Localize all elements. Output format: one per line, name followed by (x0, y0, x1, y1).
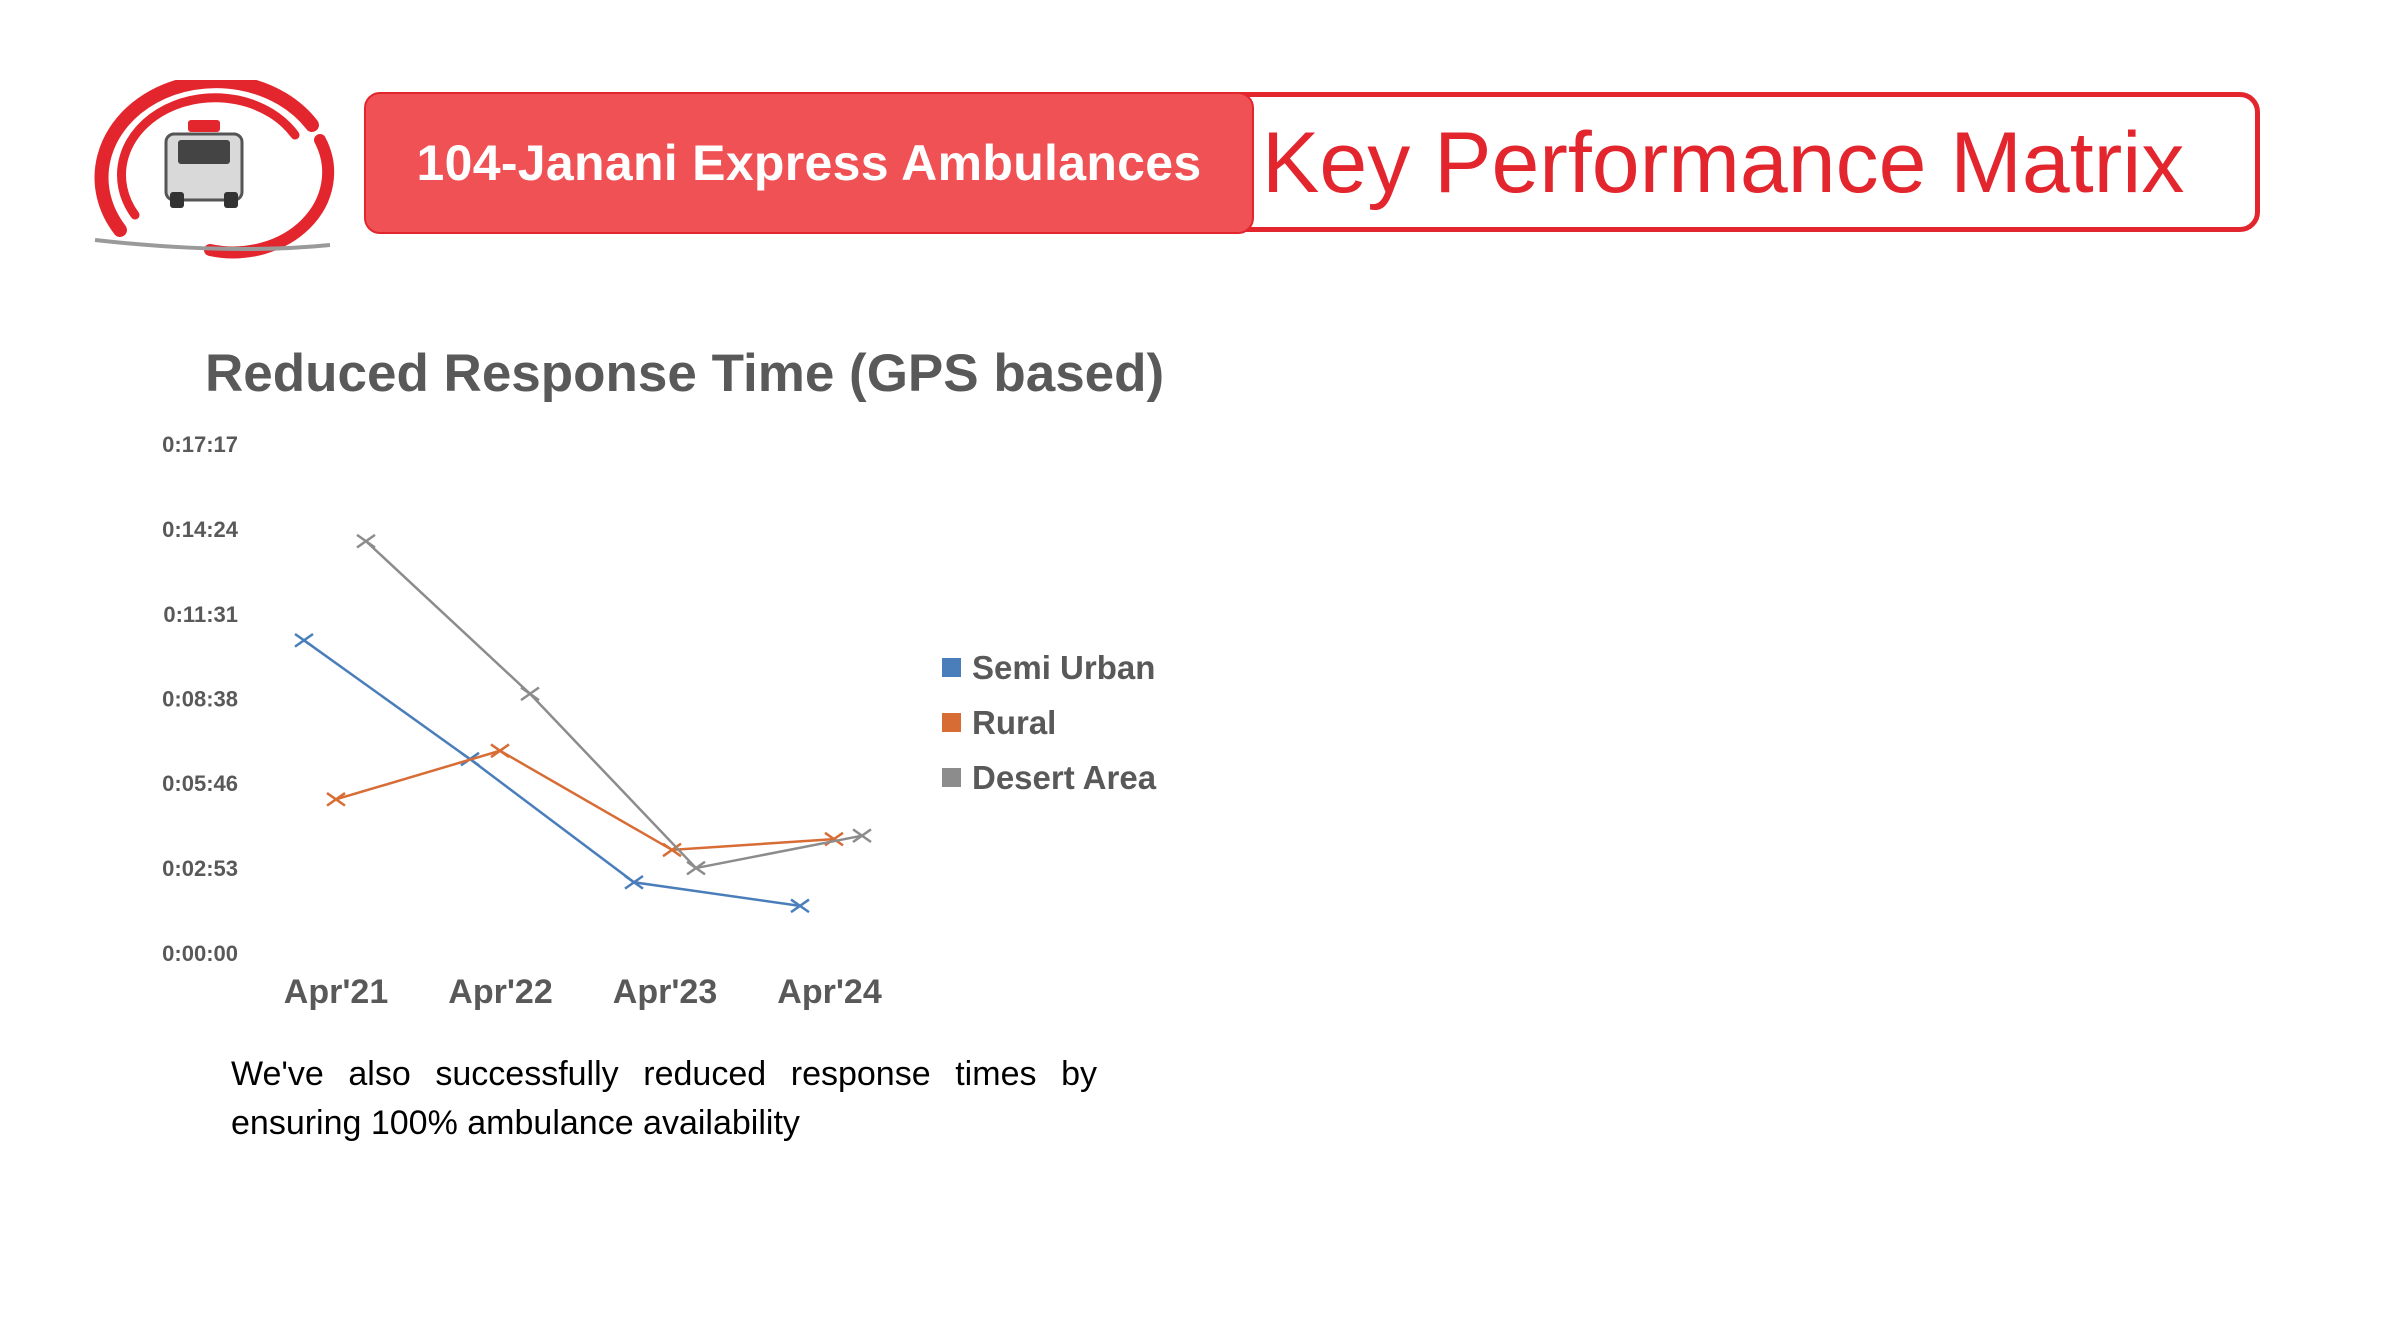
data-point (824, 831, 844, 847)
y-tick-label: 0:02:53 (162, 856, 238, 881)
data-point (356, 533, 376, 549)
y-tick-label: 0:05:46 (162, 771, 238, 796)
data-point (520, 686, 540, 702)
data-point (460, 751, 480, 767)
data-point (326, 792, 346, 807)
chart-legend: Semi Urban Rural Desert Area (942, 640, 1156, 805)
page-title: Key Performance Matrix (1262, 115, 2185, 211)
data-point (294, 632, 314, 648)
x-tick-label: Apr'23 (613, 973, 717, 1011)
x-tick-label: Apr'22 (448, 973, 552, 1011)
series-line-desert-area (365, 540, 863, 870)
ambulance-logo (94, 80, 335, 259)
data-point (624, 874, 644, 890)
y-tick-label: 0:08:38 (162, 687, 238, 712)
legend-label: Semi Urban (972, 648, 1156, 686)
series-line-rural (335, 749, 835, 852)
y-tick-label: 0:14:24 (162, 517, 239, 542)
y-tick-label: 0:00:00 (162, 941, 238, 966)
legend-label: Desert Area (972, 758, 1157, 796)
data-point (490, 743, 510, 759)
legend-label: Rural (972, 703, 1057, 741)
legend-item: Semi Urban (942, 640, 1156, 695)
series-line-semi-urban (303, 639, 801, 908)
y-tick-label: 0:17:17 (162, 432, 238, 457)
legend-item: Desert Area (942, 750, 1156, 805)
legend-item: Rural (942, 695, 1156, 750)
brand-badge: 104-Janani Express Ambulances (364, 92, 1254, 234)
data-point (852, 828, 872, 843)
legend-swatch (942, 658, 961, 677)
x-tick-label: Apr'24 (777, 973, 882, 1011)
chart-title: Reduced Response Time (GPS based) (205, 344, 1165, 403)
header-title-frame (1150, 92, 2260, 232)
y-tick-label: 0:11:31 (163, 602, 238, 627)
data-point (686, 860, 706, 876)
caption-text: We've also successfully reduced response… (231, 1055, 1097, 1142)
legend-swatch (942, 713, 961, 732)
x-tick-label: Apr'21 (284, 973, 388, 1011)
legend-swatch (942, 768, 961, 787)
data-point (662, 842, 682, 858)
data-point (790, 898, 810, 914)
